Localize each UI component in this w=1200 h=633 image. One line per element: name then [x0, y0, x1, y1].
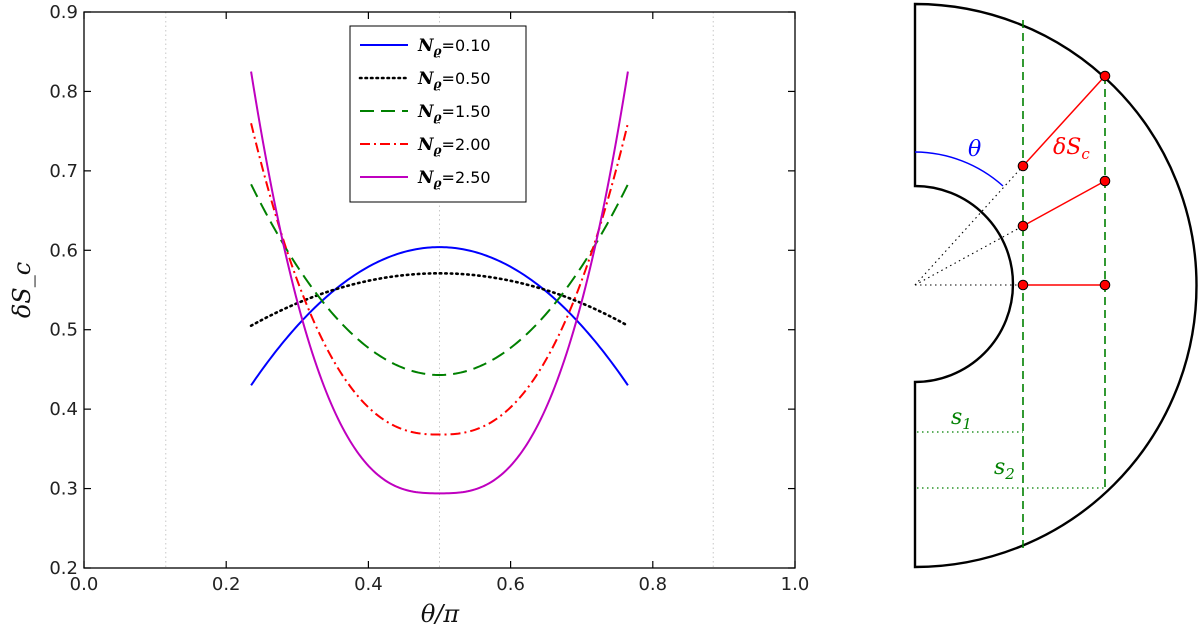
- x-tick-label: 1.0: [781, 574, 810, 595]
- x-tick-label: 0.2: [212, 574, 241, 595]
- legend-subscript: ϱ: [434, 77, 443, 91]
- series-line-0: [250, 246, 629, 386]
- legend-label-4: Nϱ=2.50: [417, 168, 491, 190]
- delta-s-label-subscript: c: [1081, 145, 1090, 163]
- ticks: [83, 11, 796, 569]
- legend-value: =1.50: [442, 102, 491, 121]
- y-axis-label-text: δS_c: [8, 262, 36, 318]
- legend-subscript: ϱ: [434, 44, 443, 58]
- series-line-4: [250, 71, 629, 495]
- outer-shell: [913, 2, 1198, 569]
- radial-guide-upper: [914, 165, 1024, 286]
- legend-label-3: Nϱ=2.00: [417, 135, 491, 157]
- legend-symbol: N: [417, 36, 435, 56]
- x-tick-label: 0.8: [638, 574, 667, 595]
- y-tick-label: 0.8: [49, 81, 78, 102]
- chart: 0.0 0.2 0.4 0.6 0.8 1.00.20.30.40.50.60.70.80…: [8, 2, 809, 628]
- tick-labels: 0.0 0.2 0.4 0.6 0.8 1.00.20.30.40.50.60.70.80…: [49, 2, 809, 595]
- legend-value: =0.50: [442, 69, 491, 88]
- legend-symbol: N: [417, 102, 435, 122]
- legend-subscript: ϱ: [434, 176, 443, 190]
- legend-label-1: Nϱ=0.50: [417, 69, 491, 91]
- series-layer: [249, 71, 630, 495]
- legend-symbol: N: [417, 135, 435, 155]
- radial-guide-middle: [914, 225, 1024, 286]
- s1-label-text: s: [951, 405, 962, 430]
- legend-value: =2.00: [442, 135, 491, 154]
- y-axis-label: δS_c: [8, 262, 36, 318]
- legend-value: =2.50: [442, 168, 491, 187]
- series-line-3: [250, 122, 629, 436]
- s1-label: s1: [951, 405, 972, 433]
- endpoint-outer-horizontal: [1099, 279, 1111, 291]
- theta-arc: [914, 151, 1004, 187]
- legend-label-2: Nϱ=1.50: [417, 102, 491, 124]
- chord-middle: [1022, 180, 1106, 227]
- series-line-2: [250, 183, 629, 376]
- y-tick-label: 0.2: [49, 558, 78, 579]
- s-distance-guides: [917, 431, 1105, 489]
- legend-subscript: ϱ: [434, 143, 443, 157]
- y-tick-label: 0.9: [49, 2, 78, 23]
- plot-frame: [83, 11, 796, 569]
- endpoint-inner-upper: [1017, 160, 1029, 172]
- legend-box: [349, 25, 527, 203]
- theta-label-text: θ: [968, 137, 981, 162]
- chords: [1022, 75, 1106, 286]
- legend-symbol: N: [417, 69, 435, 89]
- delta-s-label: δSc: [1053, 135, 1090, 163]
- endpoint-inner-middle: [1017, 220, 1029, 232]
- annulus-diagram: θ δSc s1 s2: [913, 2, 1198, 569]
- legend-label-0: Nϱ=0.10: [417, 36, 491, 58]
- chord-endpoints: [1017, 70, 1111, 291]
- legend-symbol: N: [417, 168, 435, 188]
- legend-subscript: ϱ: [434, 110, 443, 124]
- y-tick-label: 0.6: [49, 240, 78, 261]
- x-tick-label: 0.0: [70, 574, 99, 595]
- y-tick-label: 0.7: [49, 161, 78, 182]
- legend-value: =0.10: [442, 36, 491, 55]
- y-tick-label: 0.5: [49, 320, 78, 341]
- delta-s-label-text: δS: [1053, 135, 1081, 160]
- y-tick-label: 0.4: [49, 399, 78, 420]
- x-tick-label: 0.6: [496, 574, 525, 595]
- s2-label-text: s: [994, 455, 1005, 480]
- s1-label-subscript: 1: [962, 415, 972, 433]
- x-tick-label: 0.4: [354, 574, 383, 595]
- endpoint-outer-middle: [1099, 175, 1111, 187]
- radial-guides: [914, 165, 1024, 286]
- endpoint-outer-upper: [1099, 70, 1111, 82]
- s2-label-subscript: 2: [1004, 465, 1015, 483]
- s2-label: s2: [994, 455, 1015, 483]
- series-line-1: [249, 272, 630, 328]
- x-axis-label: θ/π: [421, 600, 461, 628]
- endpoint-inner-horizontal: [1017, 279, 1029, 291]
- theta-label: θ: [968, 137, 981, 162]
- chord-upper: [1022, 75, 1106, 167]
- x-axis-label-text: θ/π: [421, 600, 461, 628]
- y-tick-label: 0.3: [49, 479, 78, 500]
